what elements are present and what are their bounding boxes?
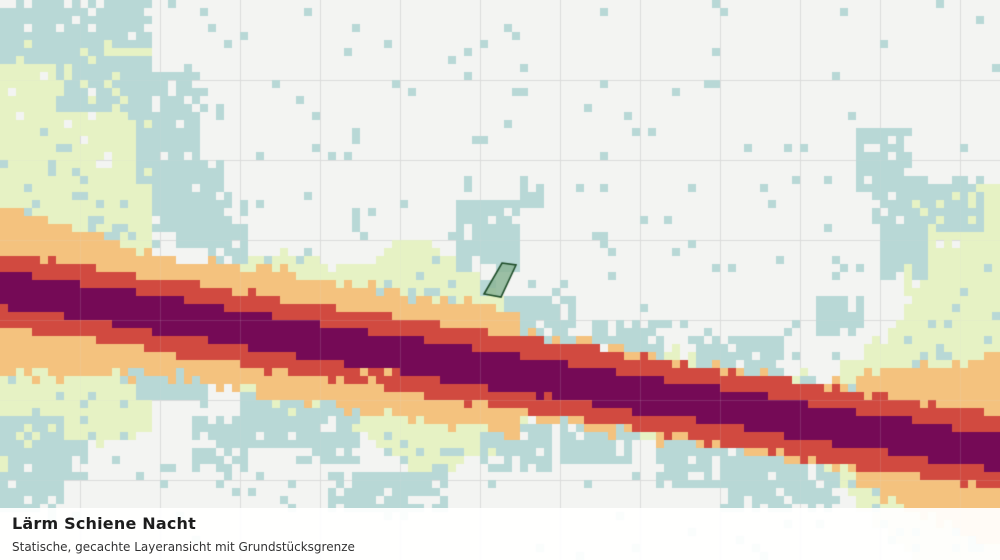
layer-subtitle: Statische, gecachte Layeransicht mit Gru… [12,540,355,554]
layer-title: Lärm Schiene Nacht [12,514,196,533]
layer-caption: Lärm Schiene Nacht Statische, gecachte L… [0,508,1000,560]
